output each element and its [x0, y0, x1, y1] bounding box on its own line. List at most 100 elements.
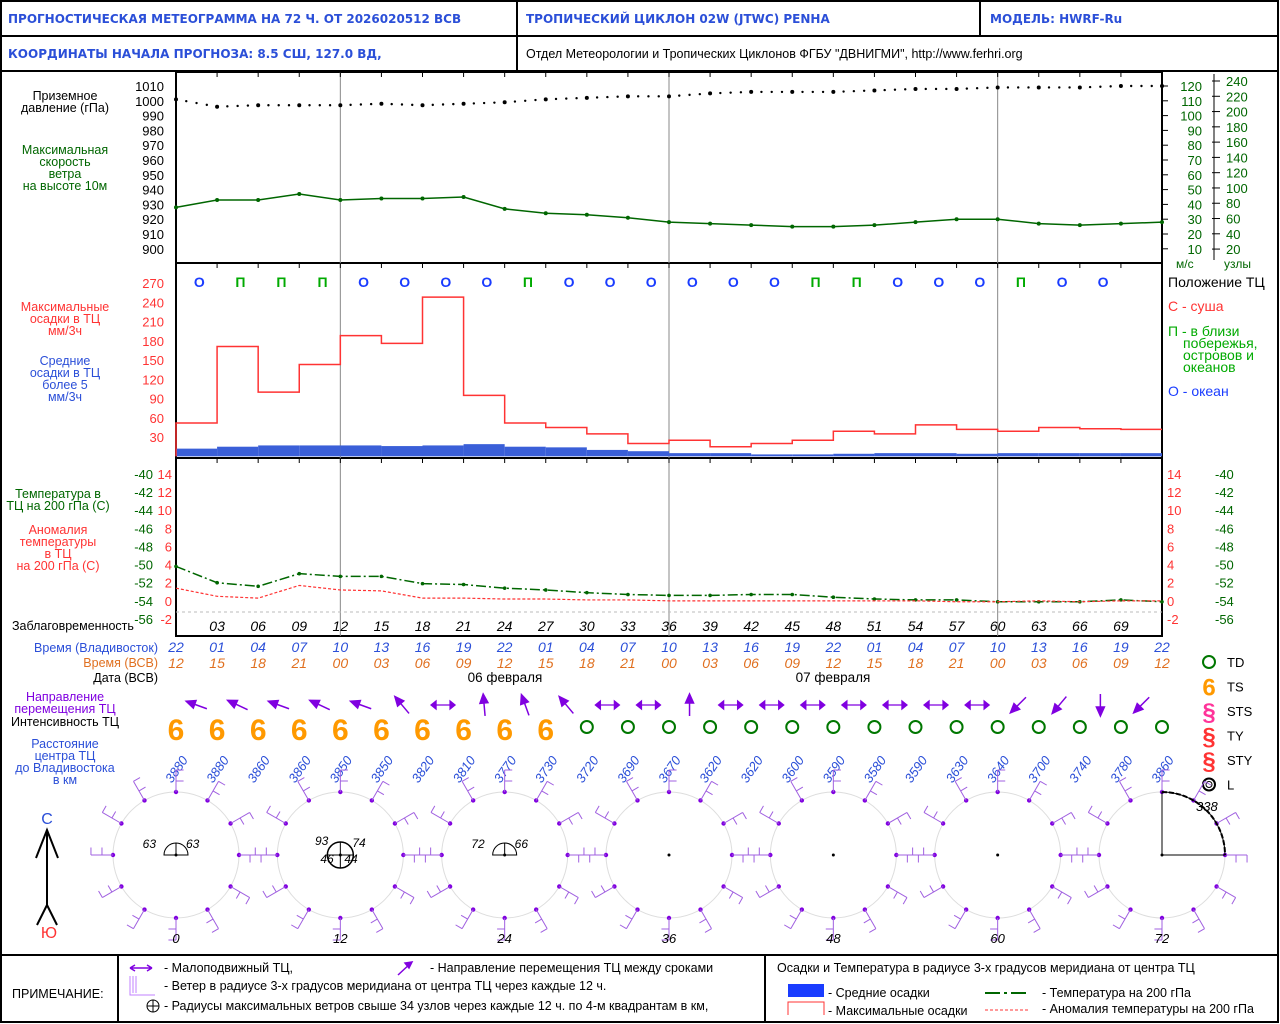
anomaly-label: в ТЦ — [45, 547, 73, 561]
pressure-tick: 900 — [142, 242, 164, 257]
max-wind-radii-cross — [327, 842, 354, 868]
stationary-marker — [717, 699, 744, 711]
vladivostok-hour: 04 — [250, 639, 266, 655]
temperature-tick: -54 — [134, 594, 153, 609]
pressure-dot — [1088, 85, 1092, 89]
pressure-dot — [195, 101, 198, 105]
intensity-legend-icon — [1205, 781, 1213, 788]
distance-value: 3860 — [244, 753, 273, 786]
lead-hour: 21 — [455, 618, 472, 634]
wind-point — [1036, 221, 1041, 226]
mean-precip-label: более 5 — [42, 378, 88, 392]
anomaly-tick: 0 — [165, 594, 172, 609]
anomaly-line — [175, 584, 1162, 603]
ts-symbol: 6 — [537, 714, 554, 747]
wind-barb — [98, 885, 122, 898]
ts-symbol: 6 — [168, 714, 185, 747]
distance-value: 3820 — [408, 753, 437, 786]
anomaly-tick-right: 10 — [1167, 503, 1181, 518]
temperature-tick: -52 — [134, 576, 153, 591]
wind-barb — [864, 780, 883, 801]
pressure-dot — [821, 90, 825, 94]
lead-hour: 39 — [702, 618, 718, 634]
pressure-tick: 980 — [142, 123, 164, 138]
utc-hour: 00 — [990, 655, 1006, 671]
wind-ms-tick: 80 — [1188, 138, 1202, 153]
distance-value: 3720 — [573, 753, 602, 786]
wind-barb — [887, 812, 912, 825]
wind-point — [913, 220, 918, 225]
vladivostok-hour: 07 — [620, 639, 637, 655]
pressure-dot — [482, 101, 486, 105]
position-marker: О — [687, 274, 698, 290]
anomaly-tick: 8 — [165, 521, 172, 536]
wind-barb — [790, 777, 804, 801]
pressure-dot — [1068, 86, 1071, 89]
wind-barb — [339, 769, 348, 792]
mean-precip-bar — [997, 453, 1039, 457]
pressure-dot — [1006, 86, 1010, 89]
wind-ms-tick: 20 — [1188, 227, 1202, 242]
pressure-dot — [400, 103, 404, 106]
wind-point — [338, 197, 343, 202]
wind-barb — [1154, 918, 1163, 941]
anomaly-tick-right: -2 — [1167, 612, 1179, 627]
mean-precip-label: Средние — [40, 354, 91, 368]
position-marker: О — [933, 274, 944, 290]
wind-barb — [1112, 909, 1131, 930]
wind-rose-point — [369, 798, 375, 803]
wind-barb — [1051, 812, 1076, 825]
distance-value: 3730 — [532, 753, 561, 786]
wind-rose-hour: 24 — [496, 931, 511, 946]
pressure-point — [379, 101, 384, 106]
mean-precip-bar — [545, 447, 587, 457]
temperature-point — [790, 592, 795, 597]
utc-hour: 21 — [948, 655, 965, 671]
note-anomaly: - Аномалия температуры на 200 гПа — [1042, 1002, 1254, 1016]
date: 06 февраля — [468, 670, 543, 685]
td-symbol — [867, 720, 882, 734]
temperature-tick-right: -54 — [1215, 594, 1234, 609]
vladivostok-hour: 22 — [825, 639, 842, 655]
utc-hour: 06 — [1072, 655, 1088, 671]
vladivostok-hour: 16 — [743, 639, 759, 655]
pressure-tick: 930 — [142, 197, 164, 212]
precip-tick: 270 — [142, 276, 164, 291]
position-marker: О — [481, 274, 492, 290]
pressure-dot — [986, 86, 989, 90]
position-marker: П — [317, 274, 327, 290]
pressure-dot — [965, 87, 969, 90]
wind-label: Максимальная — [22, 143, 108, 157]
note-wind: - Ветер в радиусе 3-х градусов меридиана… — [164, 979, 606, 993]
distance-label: в км — [53, 773, 77, 787]
wind-knots-tick: 100 — [1226, 181, 1248, 196]
mean-precip-bar — [874, 453, 916, 457]
wind-barb — [912, 847, 935, 856]
lead-hour: 03 — [209, 618, 225, 634]
pressure-point — [215, 104, 220, 109]
lead-hour: 30 — [579, 618, 595, 634]
wind-barb-icon — [129, 976, 155, 996]
temperature-point — [502, 586, 507, 590]
wind-point — [790, 224, 795, 229]
lead-hour: 33 — [620, 618, 636, 634]
wind-barb — [1225, 854, 1248, 863]
wind-barb — [291, 909, 310, 930]
stationary-marker — [430, 699, 457, 711]
utc-hour: 18 — [908, 655, 924, 671]
intensity-label: Интенсивность ТЦ — [11, 715, 120, 729]
wind-barb — [497, 918, 506, 941]
wind-knots-tick: 20 — [1226, 242, 1240, 257]
anomaly-tick-right: 14 — [1167, 467, 1181, 482]
vladivostok-hour: 13 — [1031, 639, 1047, 655]
pressure-dot — [616, 95, 619, 98]
intensity-legend-icon — [1202, 655, 1216, 669]
pressure-point — [954, 86, 959, 91]
anomaly-tick: 4 — [165, 558, 172, 573]
wind-barb — [948, 909, 967, 930]
wind-knots-tick: 60 — [1226, 212, 1240, 227]
pressure-tick: 960 — [142, 153, 164, 168]
wind-barb — [699, 909, 712, 933]
notes-title: ПРИМЕЧАНИЕ: — [12, 987, 104, 1001]
ts-symbol: 6 — [455, 714, 472, 747]
